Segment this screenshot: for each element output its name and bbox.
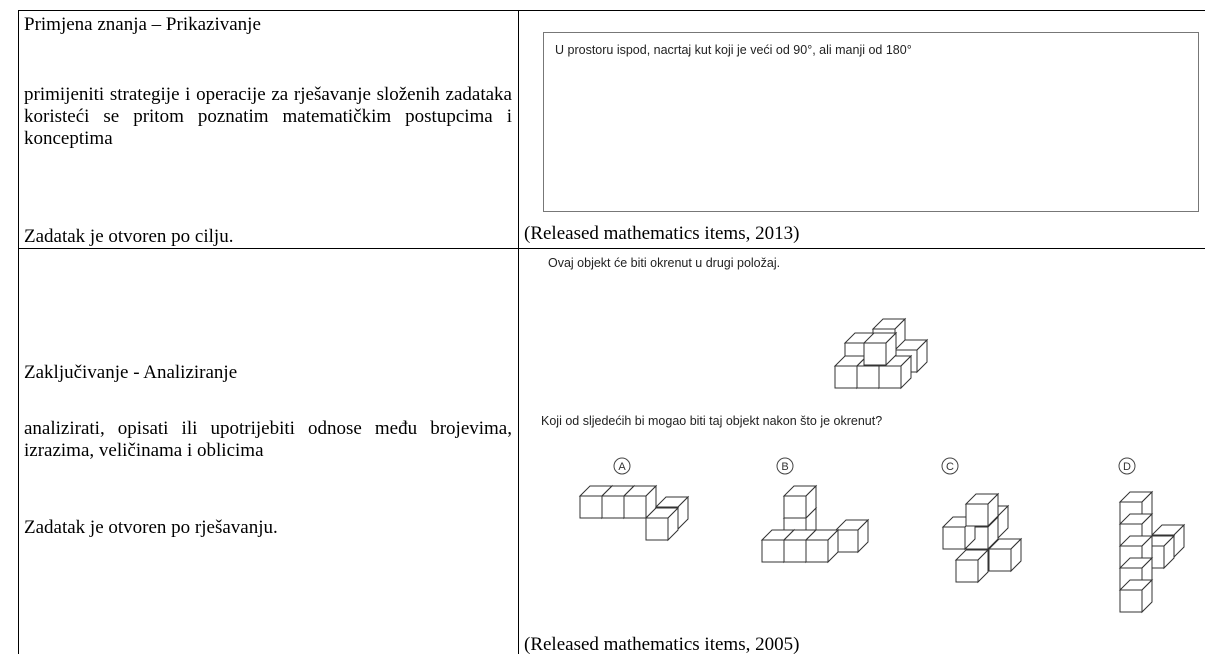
- item-question: Koji od sljedećih bi mogao biti taj obje…: [541, 414, 883, 428]
- option-markers: [613, 457, 1136, 475]
- item-source: (Released mathematics items, 2005): [524, 634, 800, 654]
- option-figure: [1119, 491, 1185, 613]
- object-figure: [834, 318, 928, 389]
- option-label: D: [1123, 461, 1131, 473]
- row-description: primijeniti strategije i operacije za rj…: [24, 84, 512, 149]
- option-label: B: [781, 461, 788, 473]
- item-intro: Ovaj objekt će biti okrenut u drugi polo…: [548, 256, 781, 270]
- row-description: analizirati, opisati ili upotrijebiti od…: [24, 418, 512, 461]
- column-divider: [518, 10, 519, 654]
- row-title: Primjena znanja – Prikazivanje: [24, 14, 261, 35]
- row-divider: [18, 248, 1205, 249]
- table-border-top: [18, 10, 1205, 11]
- row-note: Zadatak je otvoren po rješavanju.: [24, 517, 278, 538]
- option-figure: [761, 485, 869, 563]
- option-figure: [579, 485, 689, 541]
- row-title: Zaključivanje - Analiziranje: [24, 362, 238, 383]
- option-figure: [942, 493, 1022, 583]
- item-prompt: U prostoru ispod, nacrtaj kut koji je ve…: [555, 43, 912, 57]
- table-border-left: [18, 10, 19, 654]
- option-label: C: [946, 461, 954, 473]
- answer-box: [543, 32, 1199, 212]
- option-label: A: [618, 461, 626, 473]
- row-note: Zadatak je otvoren po cilju.: [24, 226, 234, 247]
- item-source: (Released mathematics items, 2013): [524, 223, 800, 244]
